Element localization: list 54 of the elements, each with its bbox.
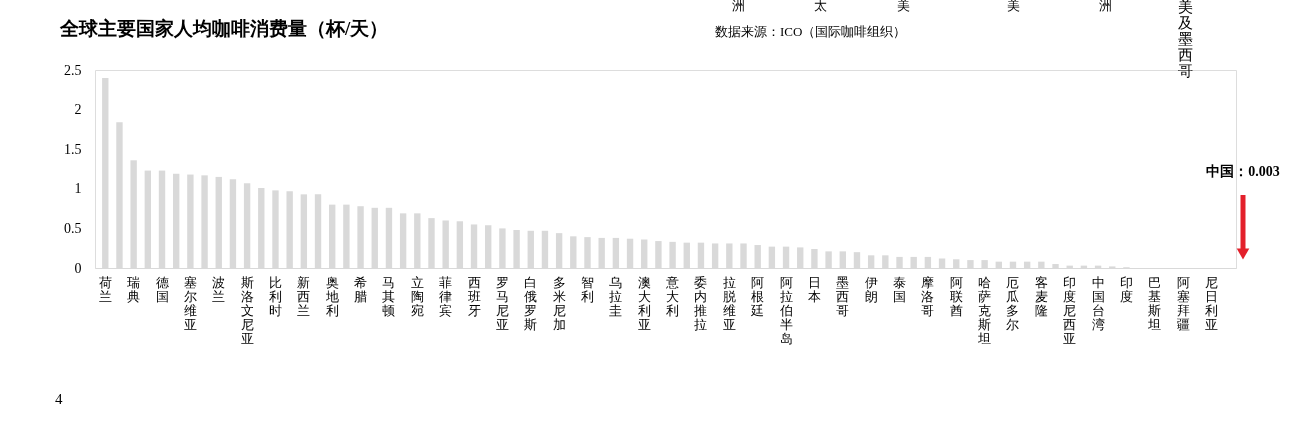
text: 洲 xyxy=(731,0,745,13)
x-tick-label: 阿拉伯半岛 xyxy=(778,274,793,346)
x-tick-label: 多米尼加 xyxy=(552,274,566,332)
x-tick-label: 阿联酋 xyxy=(949,274,963,318)
x-tick-label: 伊朗 xyxy=(864,274,878,304)
x-tick-label: 比利时 xyxy=(268,274,282,318)
text: 太 xyxy=(813,0,827,13)
x-tick-label: 厄瓜多尔 xyxy=(1006,274,1020,332)
source-note: 数据来源：ICO（国际咖啡组织） xyxy=(715,24,907,39)
x-tick-label: 意大利 xyxy=(665,274,680,318)
text: 洲 xyxy=(1098,0,1112,13)
x-tick-label: 日本 xyxy=(807,274,821,304)
x-tick-label: 尼日利亚 xyxy=(1205,274,1219,332)
y-tick-label: 0 xyxy=(74,260,82,276)
x-tick-label: 西班牙 xyxy=(467,274,481,318)
x-tick-label: 阿根廷 xyxy=(750,274,765,318)
text: 4 xyxy=(55,391,63,407)
x-tick-label: 哈萨克斯坦 xyxy=(977,274,992,346)
x-tick-label: 塞尔维亚 xyxy=(183,274,197,332)
x-tick-label: 印度尼西亚 xyxy=(1063,274,1077,346)
x-tick-label: 荷兰 xyxy=(98,274,112,304)
y-tick-label: 2 xyxy=(74,102,82,118)
x-tick-label: 拉脱维亚 xyxy=(722,274,736,332)
chart-title: 全球主要国家人均咖啡消费量（杯/天） xyxy=(59,18,389,39)
x-tick-label: 澳大利亚 xyxy=(637,274,651,332)
x-tick-label: 泰国 xyxy=(893,274,907,304)
y-tick-label: 0.5 xyxy=(64,220,82,236)
x-tick-label: 委内推拉 xyxy=(694,274,708,332)
y-tick-label: 2.5 xyxy=(64,62,82,78)
annotation: 美及墨西哥 xyxy=(1177,0,1193,79)
x-tick-label: 罗马尼亚 xyxy=(495,274,509,332)
x-tick-label: 智利 xyxy=(580,274,594,304)
x-tick-label: 阿塞拜疆 xyxy=(1176,274,1190,332)
x-tick-label: 斯洛文尼亚 xyxy=(240,274,254,346)
x-tick-label: 立陶宛 xyxy=(410,274,424,318)
x-tick-label: 白俄罗斯 xyxy=(524,274,538,332)
y-tick-label: 1 xyxy=(74,181,82,197)
annotation: 中国：0.003 xyxy=(1206,164,1280,179)
x-tick-label: 希腊 xyxy=(354,274,368,304)
y-tick-label: 1.5 xyxy=(64,141,82,157)
x-tick-label: 奥地利 xyxy=(324,274,339,318)
x-tick-label: 德国 xyxy=(155,274,169,304)
x-tick-label: 印度 xyxy=(1119,274,1133,304)
x-tick-label: 中国台湾 xyxy=(1091,274,1105,332)
x-tick-label: 客麦隆 xyxy=(1034,274,1048,318)
x-tick-label: 波兰 xyxy=(212,274,226,304)
x-tick-label: 新西兰 xyxy=(297,274,311,318)
x-tick-label: 马其顿 xyxy=(382,274,396,318)
x-tick-label: 菲律宾 xyxy=(439,274,453,318)
x-tick-label: 摩洛哥 xyxy=(921,274,935,318)
x-tick-label: 墨西哥 xyxy=(836,274,850,318)
x-tick-label: 乌拉圭 xyxy=(609,274,623,318)
x-tick-label: 巴基斯坦 xyxy=(1147,274,1162,332)
x-tick-label: 瑞典 xyxy=(127,274,141,304)
